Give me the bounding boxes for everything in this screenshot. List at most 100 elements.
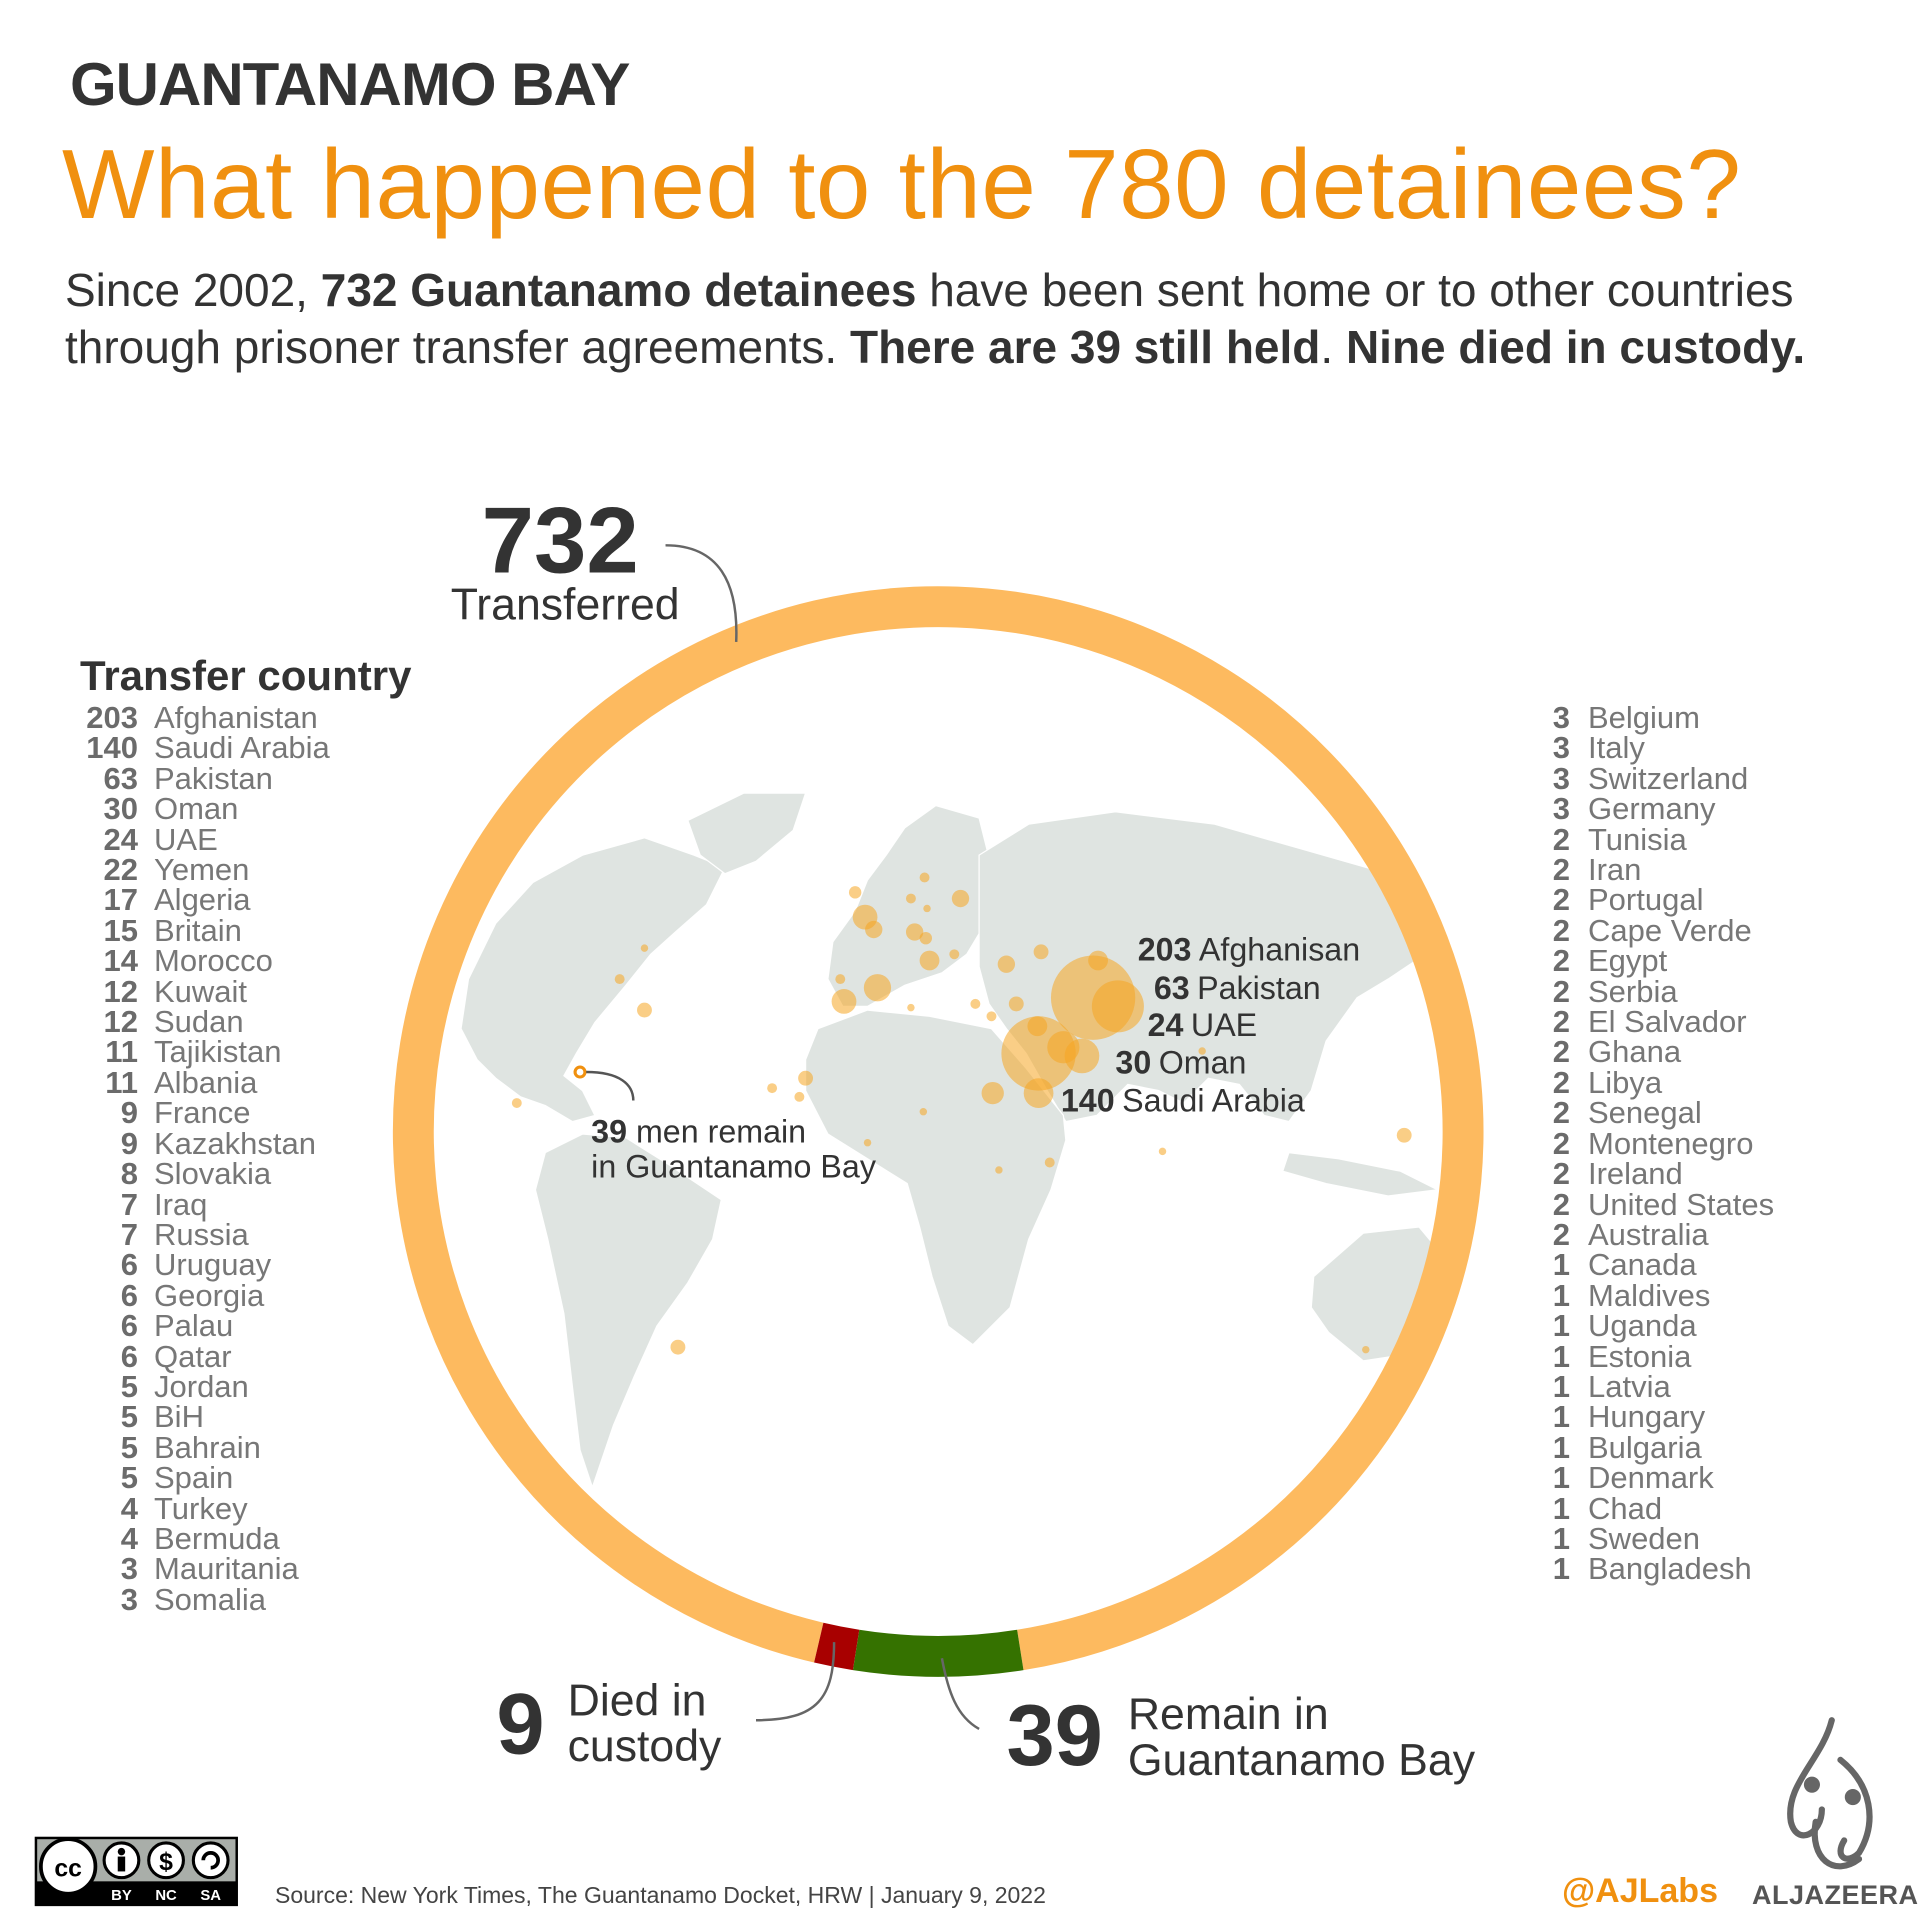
transfer-country-row: 4 Turkey bbox=[70, 1492, 330, 1524]
transfer-bubble bbox=[848, 886, 862, 899]
source-note: Source: New York Times, The Guantanamo D… bbox=[275, 1882, 1046, 1908]
transfer-count: 2 bbox=[1552, 1186, 1570, 1222]
transfer-count: 1 bbox=[1552, 1338, 1570, 1374]
transfer-count: 5 bbox=[120, 1429, 138, 1465]
transfer-country-name: Libya bbox=[1588, 1064, 1663, 1100]
transfer-count: 7 bbox=[120, 1186, 138, 1222]
transfer-country-row: 6 Qatar bbox=[70, 1338, 330, 1374]
transfer-count: 11 bbox=[105, 1034, 138, 1070]
guantanamo-callout-line1: 39 men remain bbox=[591, 1114, 806, 1150]
transfer-country-row: 11 Tajikistan bbox=[70, 1034, 330, 1070]
transfer-country-name: Latvia bbox=[1588, 1368, 1671, 1404]
map-callout-value: 63 bbox=[1154, 970, 1190, 1006]
transfer-country-name: Sweden bbox=[1588, 1520, 1701, 1556]
transfer-count: 1 bbox=[1552, 1520, 1570, 1556]
transfer-country-row: 3 Switzerland bbox=[1530, 760, 1774, 796]
transfer-country-row: 14 Morocco bbox=[70, 945, 330, 976]
transfer-country-name: Britain bbox=[154, 912, 242, 948]
transfer-country-row: 7 Iraq bbox=[70, 1186, 330, 1222]
transfer-count: 140 bbox=[86, 730, 138, 766]
transfer-country-name: Palau bbox=[154, 1308, 234, 1344]
transfer-bubble bbox=[794, 1091, 805, 1102]
transfer-country-name: Canada bbox=[1588, 1247, 1697, 1283]
transfer-bubble bbox=[1362, 1345, 1370, 1354]
intro-emphasis: There are 39 still held bbox=[849, 321, 1321, 373]
transfer-country-row: 2 Ghana bbox=[1530, 1036, 1774, 1067]
transfer-country-row: 2 Montenegro bbox=[1530, 1125, 1774, 1161]
license-nc: NC bbox=[155, 1888, 177, 1904]
transfer-bubble bbox=[1027, 1016, 1048, 1037]
transfer-country-name: Iran bbox=[1588, 852, 1642, 888]
noncommercial-icon bbox=[147, 1841, 185, 1880]
transfer-country-row: 140 Saudi Arabia bbox=[70, 730, 330, 766]
transfer-country-name: Albania bbox=[154, 1064, 258, 1100]
transfer-country-name: Switzerland bbox=[1588, 760, 1749, 796]
map-callout-label: Pakistan bbox=[1197, 970, 1321, 1006]
transfer-bubble bbox=[865, 920, 883, 939]
transfer-country-name: Spain bbox=[154, 1460, 234, 1496]
transfer-list-right: 3 Belgium 3 Italy 3 Switzerland 3 Germany 2 Tunis… bbox=[1530, 700, 1774, 1585]
transfer-country-name: Denmark bbox=[1588, 1460, 1714, 1496]
north-america-shape bbox=[460, 837, 726, 1123]
map-callout-label: UAE bbox=[1191, 1007, 1257, 1043]
transfer-country-row: 2 El Salvador bbox=[1530, 1006, 1774, 1037]
remain-value: 39 bbox=[1006, 1687, 1103, 1784]
ajlabs-handle[interactable]: @AJLabs bbox=[1562, 1872, 1718, 1910]
map-callout: 63 Pakistan bbox=[1154, 970, 1321, 1006]
transfer-count: 4 bbox=[120, 1520, 138, 1556]
transfer-count: 2 bbox=[1552, 1216, 1570, 1252]
intro-emphasis: Nine died in custody. bbox=[1345, 321, 1806, 373]
map-callout: 30 Oman bbox=[1115, 1044, 1246, 1080]
transfer-country-name: Russia bbox=[154, 1216, 249, 1252]
transfer-country-row: 2 Egypt bbox=[1530, 945, 1774, 976]
transfer-bubble bbox=[835, 974, 846, 985]
cc-license-badge[interactable]: cc $ BY NC SA bbox=[34, 1836, 238, 1907]
transfer-country-row: 3 Italy bbox=[1530, 732, 1774, 763]
transfer-bubble bbox=[614, 974, 625, 985]
transfer-count: 12 bbox=[103, 1004, 138, 1040]
transfer-bubble bbox=[981, 1081, 1004, 1105]
transfer-country-name: Kazakhstan bbox=[154, 1125, 316, 1161]
transfer-bubble bbox=[1158, 1147, 1167, 1156]
transfer-count: 2 bbox=[1552, 1125, 1570, 1161]
transfer-country-row: 22 Yemen bbox=[70, 854, 330, 885]
transfer-bubble bbox=[640, 944, 649, 952]
transfer-country-name: Sudan bbox=[154, 1004, 244, 1040]
transfer-count: 2 bbox=[1552, 1064, 1570, 1100]
transfer-bubble bbox=[905, 923, 924, 941]
transfer-country-name: Belgium bbox=[1588, 700, 1700, 735]
transfer-count: 1 bbox=[1552, 1368, 1570, 1404]
transfer-count: 17 bbox=[103, 882, 138, 918]
transfer-country-name: Hungary bbox=[1588, 1399, 1706, 1435]
transfer-bubble bbox=[831, 989, 857, 1014]
transfer-count: 9 bbox=[120, 1095, 138, 1131]
transfer-country-name: Mauritania bbox=[154, 1551, 299, 1587]
transfer-count: 63 bbox=[103, 760, 138, 796]
transfer-country-name: Germany bbox=[1588, 791, 1716, 827]
transfer-country-name: Bermuda bbox=[154, 1520, 280, 1556]
remain-leader-line bbox=[940, 1658, 980, 1730]
transferred-leader-line bbox=[665, 544, 738, 643]
transfer-count: 2 bbox=[1552, 1156, 1570, 1192]
transfer-bubble bbox=[1044, 1157, 1055, 1168]
map-callout-label: Afghanisan bbox=[1199, 932, 1360, 968]
license-sa: SA bbox=[200, 1888, 221, 1904]
transfer-count: 2 bbox=[1552, 912, 1570, 948]
transfer-country-name: Qatar bbox=[154, 1338, 232, 1374]
transfer-count: 1 bbox=[1552, 1460, 1570, 1496]
transfer-country-row: 2 Cape Verde bbox=[1530, 912, 1774, 948]
aljazeera-wordmark: ALJAZEERA bbox=[1752, 1880, 1919, 1910]
remain-label-line1: Remain in bbox=[1128, 1690, 1329, 1739]
transfer-count: 6 bbox=[120, 1277, 138, 1313]
transfer-count: 30 bbox=[103, 791, 138, 827]
transfer-count: 2 bbox=[1552, 821, 1570, 857]
transfer-country-row: 1 Estonia bbox=[1530, 1338, 1774, 1374]
transfer-count: 5 bbox=[120, 1399, 138, 1435]
guantanamo-callout-value: 39 bbox=[591, 1114, 627, 1150]
remain-label-line2: Guantanamo Bay bbox=[1128, 1736, 1476, 1785]
transfer-country-row: 5 Spain bbox=[70, 1460, 330, 1496]
transfer-country-name: Uruguay bbox=[154, 1247, 272, 1283]
transfer-country-row: 5 Jordan bbox=[70, 1371, 330, 1402]
map-callout: 24 UAE bbox=[1148, 1007, 1258, 1043]
